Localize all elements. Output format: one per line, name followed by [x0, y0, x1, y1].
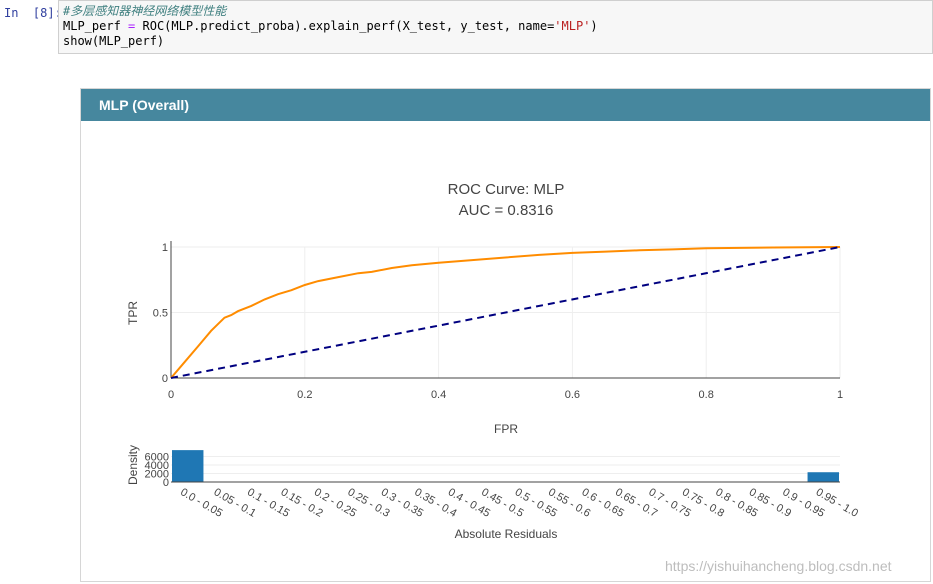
y-tick-label: 1	[162, 242, 168, 254]
roc-curve-line	[170, 246, 841, 379]
hist-bar	[807, 472, 839, 482]
x-tick-label: 0.4	[431, 389, 446, 401]
y-axis-label: TPR	[126, 301, 140, 325]
code-line-2b: ROC(MLP.predict_proba).explain_perf(X_te…	[135, 19, 555, 33]
x-tick-label: 0.2	[297, 389, 312, 401]
chart-subtitle: AUC = 0.8316	[459, 202, 554, 219]
output-panel: MLP (Overall)	[80, 88, 931, 582]
cell-prompt: In [8]:	[4, 6, 62, 20]
code-line-3: show(MLP_perf)	[63, 34, 165, 48]
code-line-2a: MLP_perf	[63, 19, 129, 33]
code-comment: #多层感知器神经网络模型性能	[63, 4, 227, 18]
x-tick-label: 1	[837, 389, 843, 401]
watermark: https://yishuihancheng.blog.csdn.net	[665, 558, 892, 574]
hist-y-tick-label: 2000	[145, 469, 169, 481]
x-tick-label: 0.6	[565, 389, 580, 401]
hist-y-axis-label: Density	[126, 445, 140, 485]
diagonal-reference-line	[170, 246, 841, 379]
code-string: 'MLP'	[554, 19, 591, 33]
x-axis-label: FPR	[494, 422, 518, 436]
hist-y-tick-label: 4000	[145, 460, 169, 472]
code-cell[interactable]: #多层感知器神经网络模型性能 MLP_perf = ROC(MLP.predic…	[58, 0, 933, 54]
y-tick-label: 0.5	[153, 308, 168, 320]
hist-y-tick-label: 6000	[145, 452, 169, 464]
hist-bar	[172, 450, 204, 482]
x-tick-label: 0	[168, 389, 174, 401]
x-tick-label: 0.8	[699, 389, 714, 401]
chart-title: ROC Curve: MLP	[448, 181, 565, 198]
hist-y-tick-label: 0	[163, 477, 169, 489]
y-tick-label: 0	[162, 373, 168, 385]
hist-x-axis-label: Absolute Residuals	[455, 527, 558, 541]
code-operator: =	[128, 19, 136, 33]
panel-title: MLP (Overall)	[81, 89, 930, 121]
code-line-2c: )	[590, 19, 598, 33]
